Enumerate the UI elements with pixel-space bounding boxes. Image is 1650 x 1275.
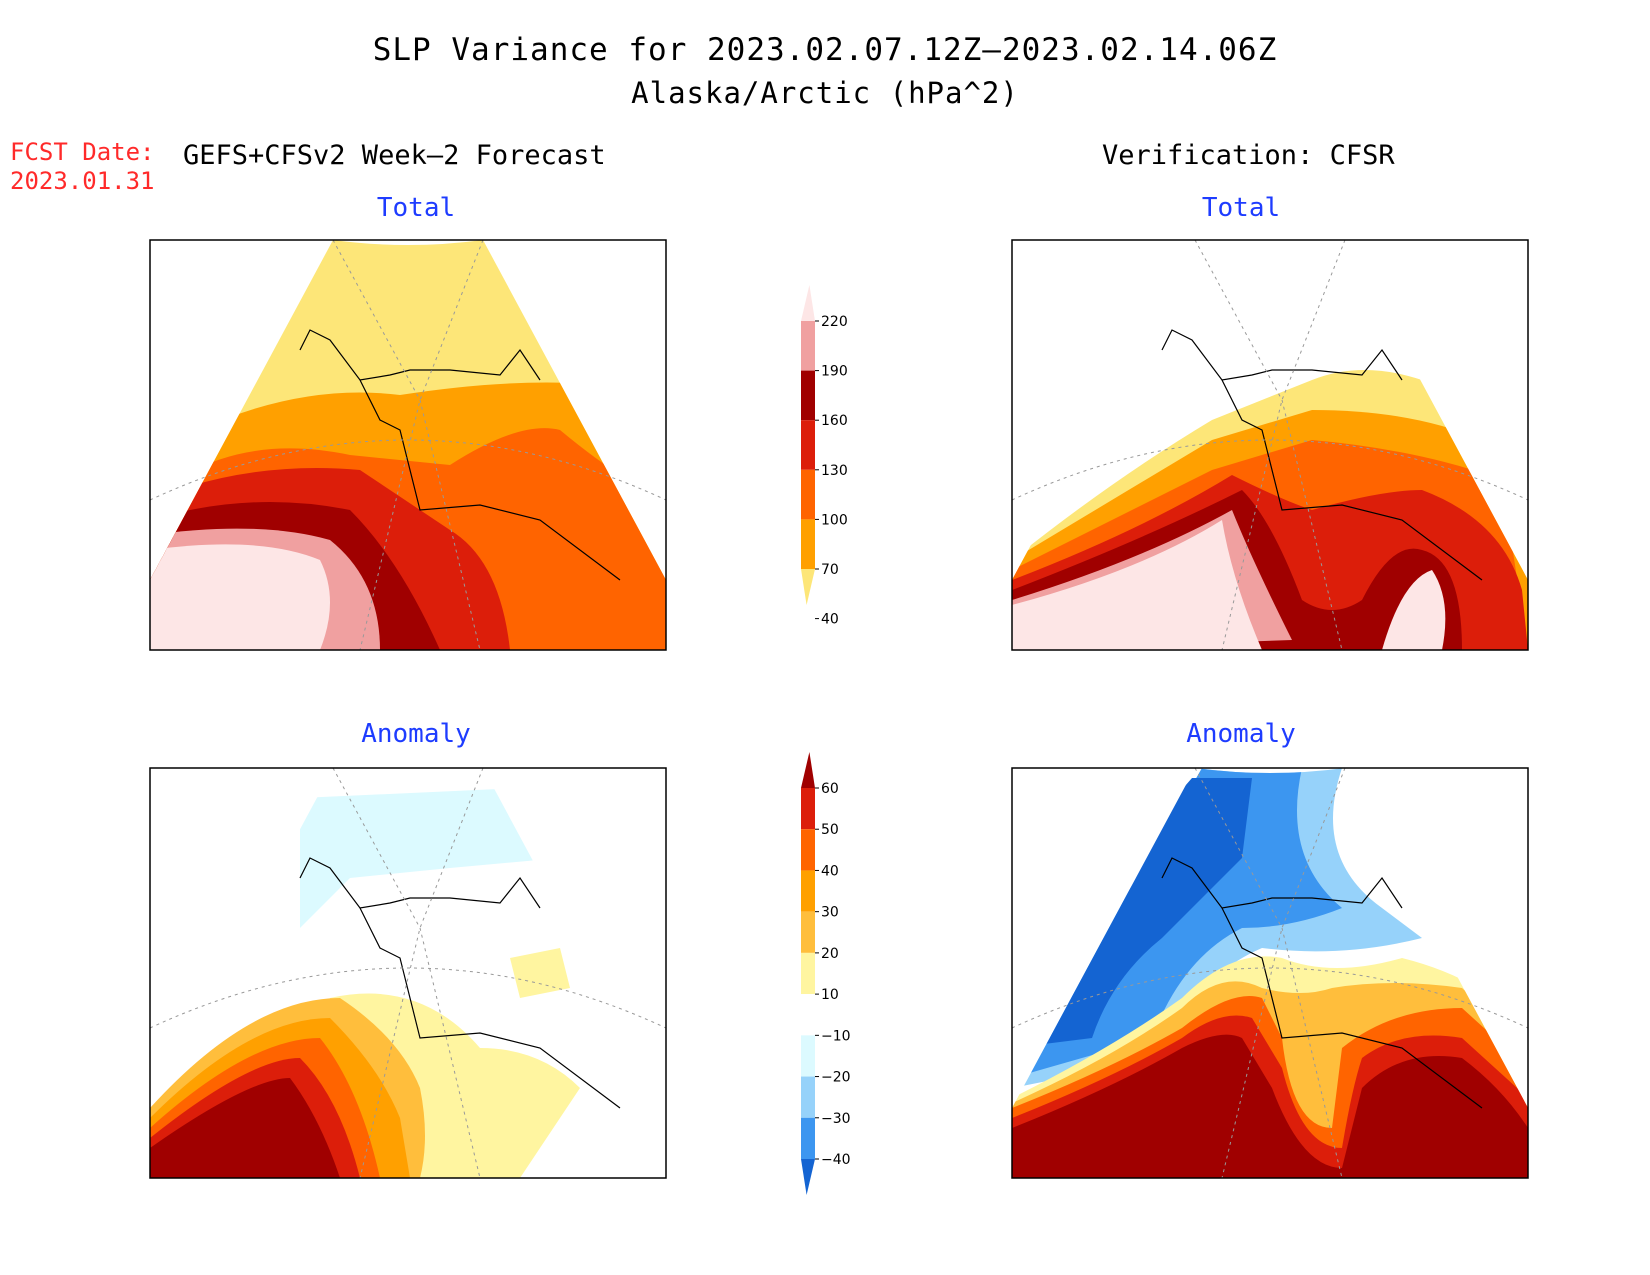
total-colorbar-swatch xyxy=(801,420,815,470)
forecast-date-value: 2023.01.31 xyxy=(10,167,155,195)
anomaly-colorbar-swatch xyxy=(801,1076,815,1118)
total-colorbar-tick-label: 40 xyxy=(821,612,839,628)
forecast-total-label: Total xyxy=(376,193,456,223)
verification-anomaly-label: Anomaly xyxy=(1186,719,1296,749)
total-colorbar-tick-label: 100 xyxy=(821,512,848,528)
total-colorbar-swatch xyxy=(801,370,815,421)
anomaly-colorbar: 60 50 40 30 20 10 −10 −20 −30 −40 xyxy=(801,752,851,1195)
anomaly-colorbar-tick-label: −10 xyxy=(821,1028,851,1044)
chart-title: SLP Variance for 2023.02.07.12Z–2023.02.… xyxy=(372,32,1278,68)
anomaly-colorbar-tick-label: 30 xyxy=(821,905,839,921)
forecast-date: FCST Date: 2023.01.31 xyxy=(10,138,155,196)
anomaly-colorbar-swatch xyxy=(801,1035,815,1077)
total-colorbar-tick-label: 70 xyxy=(821,562,839,578)
anomaly-colorbar-tick-label: −30 xyxy=(821,1111,851,1127)
anomaly-colorbar-tick-label: 10 xyxy=(821,987,839,1003)
forecast-total-map xyxy=(149,239,667,651)
anomaly-colorbar-swatch xyxy=(801,1159,815,1195)
anomaly-colorbar-swatch xyxy=(801,1117,815,1159)
total-colorbar-swatch xyxy=(801,285,815,321)
anomaly-colorbar-swatch xyxy=(801,870,815,912)
anomaly-colorbar-tick-label: −20 xyxy=(821,1070,851,1086)
anomaly-colorbar-swatch xyxy=(801,952,815,995)
total-colorbar: 220 190 160 130 100 70 40 xyxy=(801,285,848,628)
anomaly-colorbar-swatch xyxy=(801,752,815,788)
chart-subtitle: Alaska/Arctic (hPa^2) xyxy=(631,76,1019,110)
forecast-column-title: GEFS+CFSv2 Week–2 Forecast xyxy=(183,140,606,171)
anomaly-colorbar-swatch xyxy=(801,911,815,953)
forecast-anomaly-map xyxy=(149,767,667,1179)
verification-anomaly-map xyxy=(1011,767,1529,1179)
forecast-anomaly-label: Anomaly xyxy=(361,719,471,749)
total-colorbar-tick-label: 220 xyxy=(821,314,848,330)
total-colorbar-swatch xyxy=(801,519,815,569)
verification-column-title: Verification: CFSR xyxy=(1102,140,1395,171)
anomaly-colorbar-swatch xyxy=(801,829,815,871)
total-colorbar-tick-label: 130 xyxy=(821,463,848,479)
anomaly-colorbar-tick-label: −40 xyxy=(821,1152,851,1168)
anomaly-colorbar-tick-label: 50 xyxy=(821,822,839,838)
total-colorbar-tick-label: 160 xyxy=(821,413,848,429)
total-colorbar-swatch xyxy=(801,321,815,371)
verification-total-map xyxy=(1011,239,1529,651)
forecast-date-label: FCST Date: xyxy=(10,138,155,166)
total-colorbar-swatch xyxy=(801,569,815,605)
total-colorbar-tick-label: 190 xyxy=(821,364,848,380)
anomaly-colorbar-swatch xyxy=(801,994,815,1036)
anomaly-colorbar-tick-label: 60 xyxy=(821,781,839,797)
anomaly-colorbar-swatch xyxy=(801,788,815,830)
total-colorbar-swatch xyxy=(801,469,815,520)
anomaly-colorbar-tick-label: 40 xyxy=(821,863,839,879)
verification-total-label: Total xyxy=(1201,193,1281,223)
anomaly-colorbar-tick-label: 20 xyxy=(821,946,839,962)
